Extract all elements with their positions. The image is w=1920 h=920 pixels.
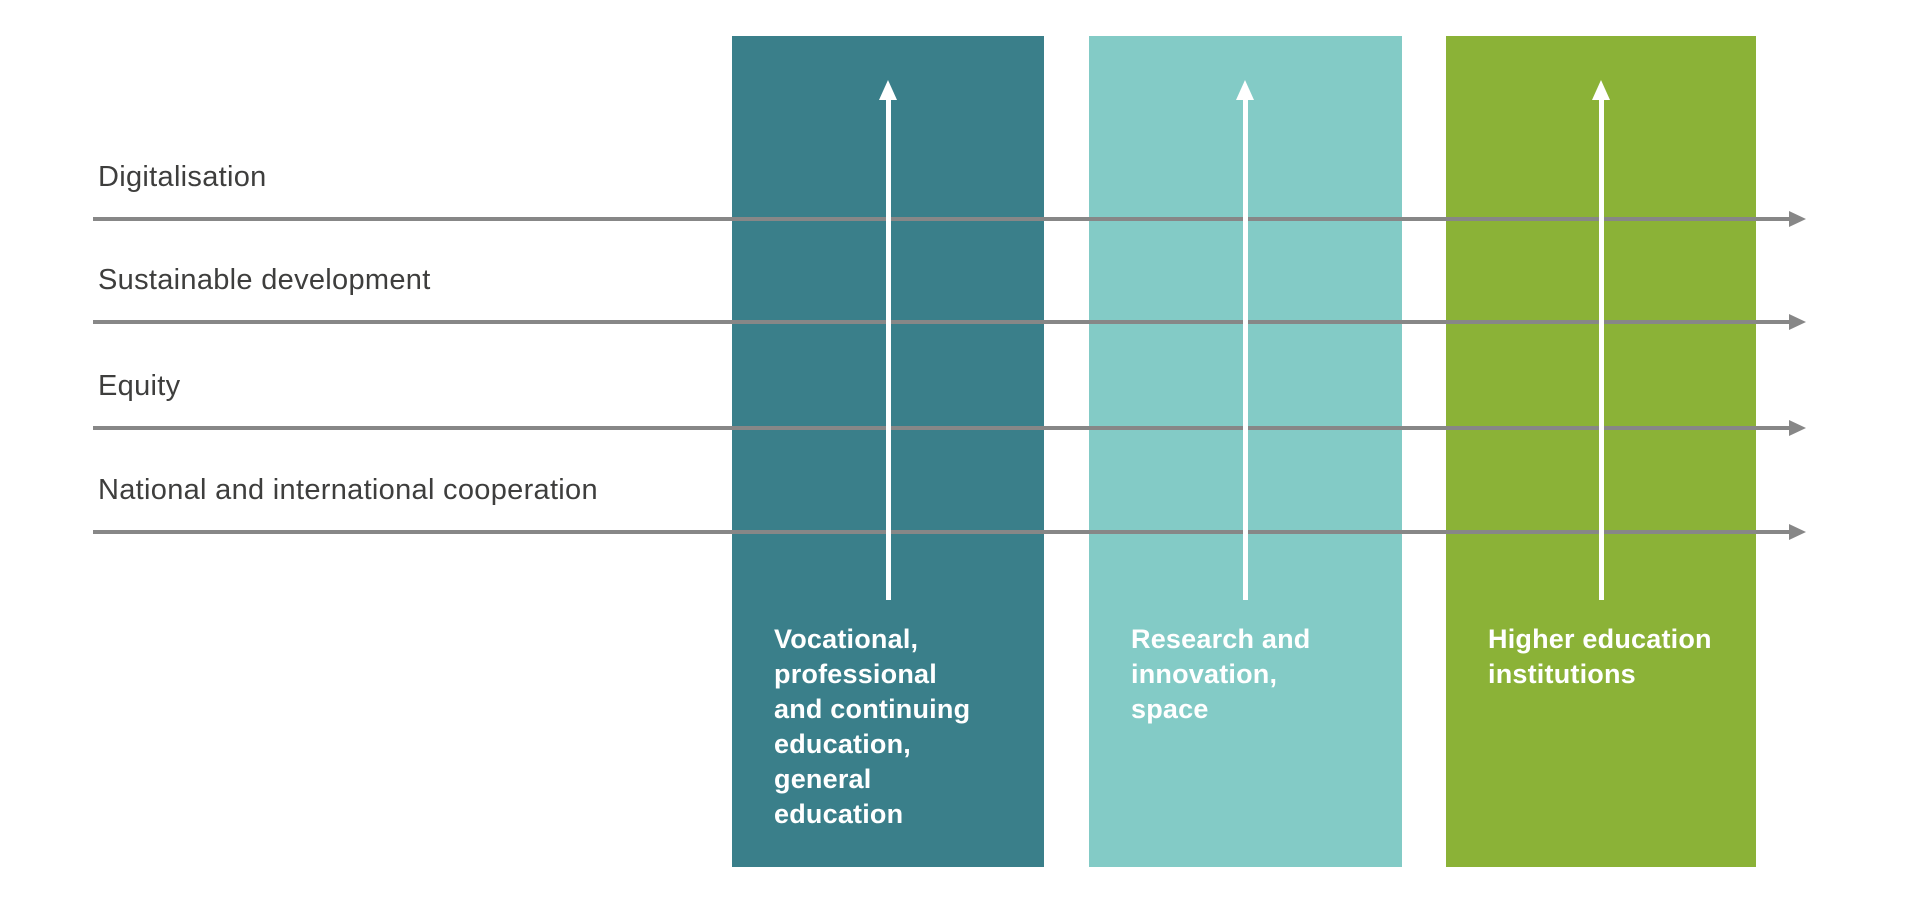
theme-arrow-cooperation — [93, 524, 1806, 540]
up-arrow-icon — [879, 80, 897, 100]
arrow-stem — [93, 426, 1790, 430]
theme-arrow-digitalisation — [93, 211, 1806, 227]
up-arrow-icon — [1236, 80, 1254, 100]
theme-arrow-equity — [93, 420, 1806, 436]
arrow-stem — [1599, 98, 1604, 600]
arrow-stem — [886, 98, 891, 600]
arrow-stem — [93, 217, 1790, 221]
pillar-title-higher-education-institutions: Higher education institutions — [1488, 624, 1712, 689]
theme-arrow-sustainable-development — [93, 314, 1806, 330]
theme-label-cooperation: National and international cooperation — [98, 474, 598, 506]
right-arrow-icon — [1789, 314, 1806, 330]
theme-label-equity: Equity — [98, 370, 181, 402]
theme-label-digitalisation: Digitalisation — [98, 161, 267, 193]
arrow-stem — [93, 320, 1790, 324]
right-arrow-icon — [1789, 211, 1806, 227]
pillar-title-vocational-education: Vocational, professional and continuing … — [774, 624, 971, 829]
up-arrow-icon — [1592, 80, 1610, 100]
right-arrow-icon — [1789, 524, 1806, 540]
theme-label-sustainable-development: Sustainable development — [98, 264, 431, 296]
arrow-stem — [93, 530, 1790, 534]
arrow-stem — [1243, 98, 1248, 600]
pillar-title-research-innovation-space: Research and innovation, space — [1131, 624, 1311, 724]
right-arrow-icon — [1789, 420, 1806, 436]
